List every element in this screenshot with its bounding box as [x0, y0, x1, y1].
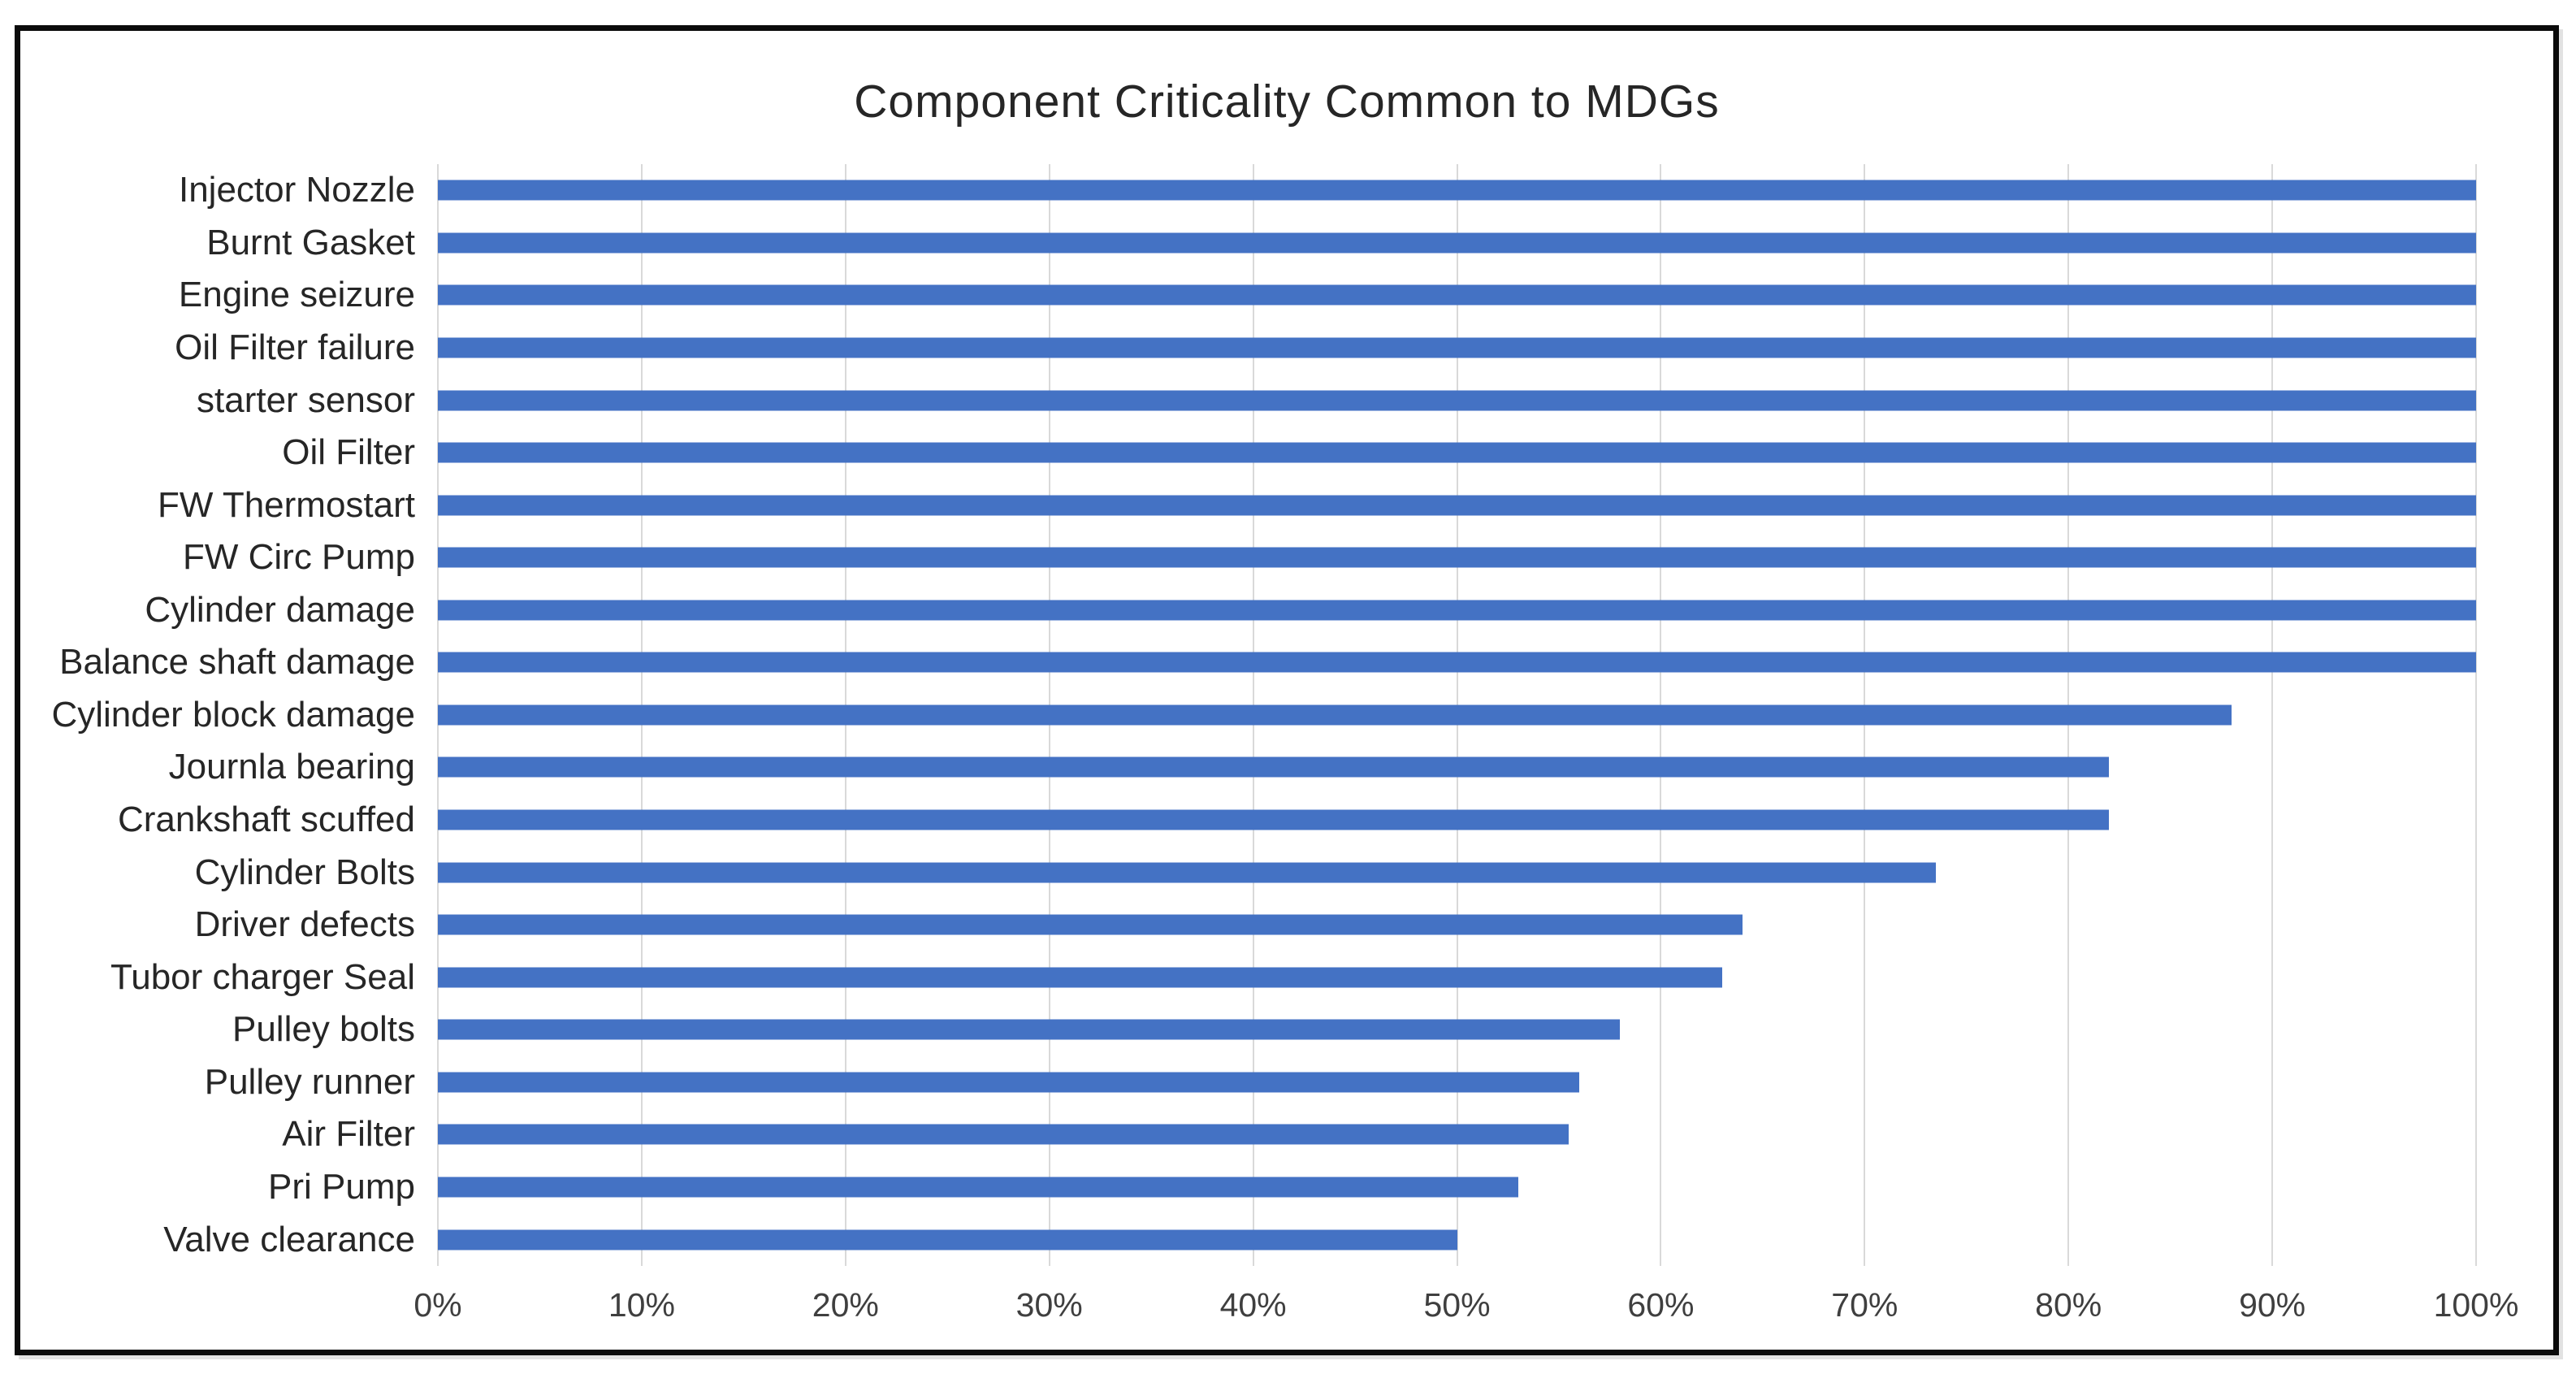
category-label: Cylinder block damage — [51, 694, 415, 735]
bar-row — [438, 1056, 2476, 1109]
bar — [438, 284, 2476, 306]
bar-row — [438, 636, 2476, 689]
bar — [438, 1177, 1518, 1198]
bar-row — [438, 479, 2476, 531]
bar-row — [438, 794, 2476, 847]
category-label: Balance shaft damage — [59, 642, 415, 683]
bar — [438, 180, 2476, 201]
plot-area — [437, 164, 2477, 1266]
bar-row — [438, 1003, 2476, 1056]
x-tick-label: 60% — [1627, 1286, 1695, 1324]
x-tick-label: 0% — [413, 1286, 462, 1324]
bar — [438, 652, 2476, 673]
bar-row — [438, 427, 2476, 479]
bar-row — [438, 1161, 2476, 1214]
category-label: Oil Filter — [282, 432, 415, 473]
category-label: FW Circ Pump — [183, 537, 415, 578]
category-label: Air Filter — [282, 1114, 415, 1155]
category-label: Pulley runner — [204, 1061, 415, 1102]
bar-row — [438, 1108, 2476, 1161]
bar-row — [438, 741, 2476, 794]
bar — [438, 862, 1937, 883]
chart-title: Component Criticality Common to MDGs — [854, 76, 1720, 128]
value-axis: 0% 10% 20% 30% 40% 50% 60% 70% 80% 90% 100% — [413, 1286, 2518, 1335]
bar — [438, 337, 2476, 358]
bar — [438, 914, 1743, 935]
x-tick-label: 40% — [1219, 1286, 1287, 1324]
gridline-90 — [2271, 164, 2274, 1266]
bar — [438, 547, 2476, 568]
category-label: FW Thermostart — [157, 484, 415, 525]
bar-row — [438, 322, 2476, 375]
chart-border-frame: Component Criticality Common to MDGs Inj… — [15, 25, 2559, 1355]
category-label: Pulley bolts — [232, 1009, 415, 1050]
x-tick-label: 70% — [1831, 1286, 1898, 1324]
bar — [438, 1124, 1569, 1145]
category-label: Cylinder Bolts — [194, 852, 415, 892]
bar-row — [438, 1213, 2476, 1266]
bar-row — [438, 584, 2476, 637]
bar-row — [438, 846, 2476, 899]
bar-row — [438, 217, 2476, 270]
bar-row — [438, 899, 2476, 951]
category-label: Driver defects — [194, 904, 415, 945]
bar — [438, 756, 2110, 778]
bar — [438, 1229, 1457, 1250]
bar-row — [438, 689, 2476, 742]
gridline-100 — [2475, 164, 2477, 1266]
bar-row — [438, 531, 2476, 584]
bar-row — [438, 374, 2476, 427]
x-tick-label: 100% — [2433, 1286, 2519, 1324]
category-label: Tubor charger Seal — [110, 956, 415, 997]
category-axis: Injector Nozzle Burnt Gasket Engine seizur… — [37, 164, 415, 1266]
bar — [438, 967, 1722, 988]
category-label: Injector Nozzle — [178, 170, 415, 210]
bar — [438, 232, 2476, 254]
x-tick-label: 50% — [1423, 1286, 1491, 1324]
category-label: Pri Pump — [268, 1166, 415, 1207]
bar — [438, 1019, 1621, 1040]
bar — [438, 600, 2476, 621]
x-tick-label: 10% — [608, 1286, 675, 1324]
category-label: Engine seizure — [178, 275, 415, 315]
bar — [438, 495, 2476, 516]
category-label: Journla bearing — [168, 747, 415, 787]
x-tick-label: 80% — [2035, 1286, 2102, 1324]
category-label: Cylinder damage — [145, 589, 415, 630]
category-label: starter sensor — [197, 379, 415, 420]
bar — [438, 704, 2232, 726]
category-label: Valve clearance — [163, 1219, 415, 1259]
x-tick-label: 30% — [1015, 1286, 1083, 1324]
category-label: Burnt Gasket — [206, 222, 415, 262]
bar-row — [438, 951, 2476, 1003]
x-tick-label: 20% — [812, 1286, 879, 1324]
x-tick-label: 90% — [2239, 1286, 2306, 1324]
bar — [438, 390, 2476, 411]
bar — [438, 442, 2476, 463]
bar-series — [438, 164, 2476, 1266]
bar-row — [438, 164, 2476, 217]
category-label: Oil Filter failure — [175, 327, 415, 367]
bar — [438, 809, 2110, 830]
bar — [438, 1072, 1580, 1093]
category-label: Crankshaft scuffed — [117, 800, 415, 840]
bar-row — [438, 269, 2476, 322]
